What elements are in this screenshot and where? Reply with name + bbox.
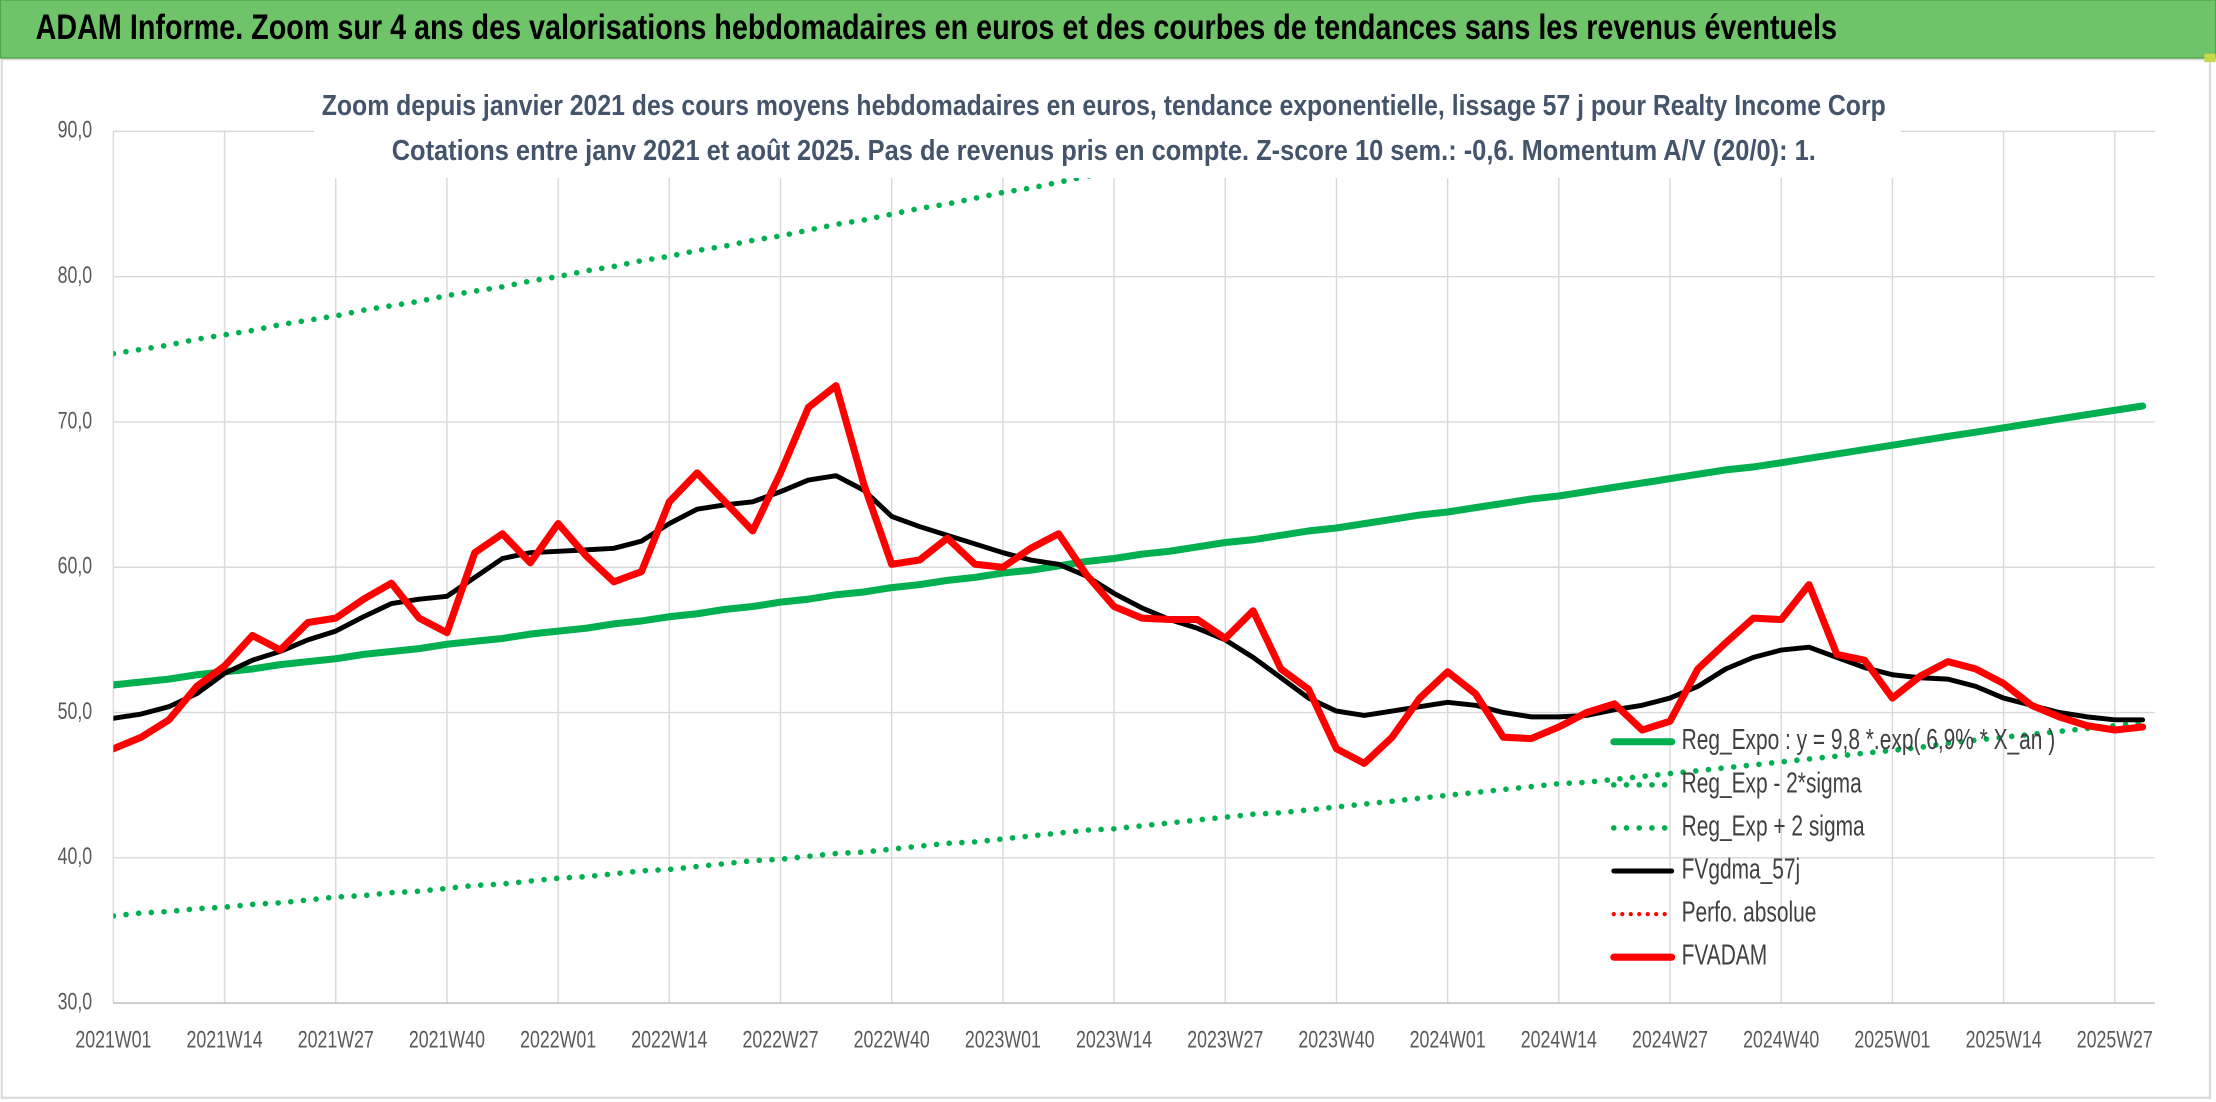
series-line: [113, 382, 2147, 767]
y-tick-label: 40,0: [58, 843, 93, 870]
x-tick-label: 2024W40: [1743, 1027, 1819, 1054]
labels: 30,0 40,0 50,0 60,0 70,0 80,0 90,0 2021W01 2021W…: [58, 117, 2153, 1054]
x-tick-label: 2023W01: [965, 1027, 1041, 1054]
series-line: [113, 473, 2146, 723]
y-tick-label: 70,0: [58, 407, 93, 434]
legend: Reg_Expo : y = 9,8 *.exp( 6,9% * X_an ) R…: [1610, 723, 2056, 971]
chart-frame: [0, 58, 2212, 1099]
series-line: [113, 719, 2146, 919]
x-tick-label: 2022W14: [631, 1027, 707, 1054]
series-layer: [113, 131, 2147, 919]
x-tick-label: 2021W01: [75, 1027, 151, 1054]
banner: [0, 0, 2216, 59]
x-tick-label: 2024W14: [1521, 1027, 1597, 1054]
subtitle: Cotations entre janv 2021 et août 2025. …: [392, 134, 1816, 166]
x-tick-label: 2023W40: [1298, 1027, 1374, 1054]
x-tick-label: 2023W14: [1076, 1027, 1152, 1054]
y-tick-label: 60,0: [58, 553, 93, 580]
x-tick-label: 2025W27: [2077, 1027, 2153, 1054]
x-tick-label: 2025W14: [1966, 1027, 2042, 1054]
banner-edge: [2204, 53, 2216, 63]
legend-label: Perfo. absolue: [1682, 896, 1817, 928]
x-tick-label: 2025W01: [1854, 1027, 1930, 1054]
legend-label: Reg_Expo : y = 9,8 *.exp( 6,9% * X_an ): [1682, 723, 2056, 755]
x-tick-label: 2022W27: [742, 1027, 818, 1054]
y-tick-label: 30,0: [58, 988, 93, 1015]
x-tick-label: 2022W40: [854, 1027, 930, 1054]
x-tick-label: 2024W27: [1632, 1027, 1708, 1054]
legend-label: FVADAM: [1682, 939, 1768, 971]
y-tick-label: 50,0: [58, 698, 93, 725]
series-line: [113, 402, 2147, 689]
x-tick-label: 2021W40: [409, 1027, 485, 1054]
x-tick-label: 2021W14: [187, 1027, 263, 1054]
legend-label: Reg_Exp - 2*sigma: [1682, 766, 1862, 798]
legend-label: FVgdma_57j: [1682, 852, 1801, 884]
subtitle: Zoom depuis janvier 2021 des cours moyen…: [322, 89, 1886, 121]
subtitle-box: [313, 81, 1901, 179]
y-tick-label: 90,0: [58, 117, 93, 144]
x-tick-label: 2023W27: [1187, 1027, 1263, 1054]
legend-label: Reg_Exp + 2 sigma: [1682, 809, 1865, 841]
chart-title: ADAM Informe. Zoom sur 4 ans des valoris…: [36, 8, 1837, 47]
x-tick-label: 2022W01: [520, 1027, 596, 1054]
x-tick-label: 2021W27: [298, 1027, 374, 1054]
y-tick-label: 80,0: [58, 262, 93, 289]
x-tick-label: 2024W01: [1410, 1027, 1486, 1054]
